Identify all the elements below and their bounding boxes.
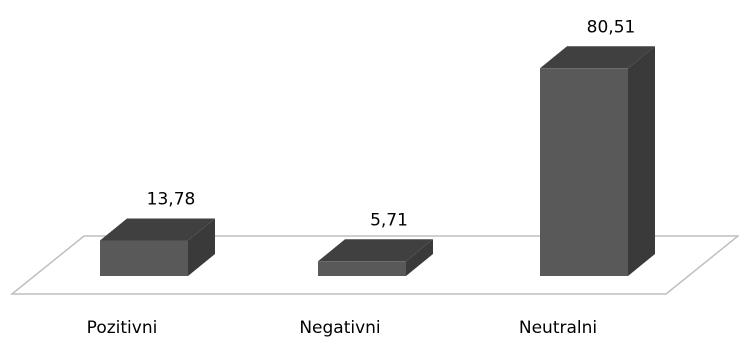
data-label-pozitivni: 13,78 <box>147 189 196 209</box>
bar-pozitivni <box>100 218 215 276</box>
bar-front-pozitivni <box>100 240 188 276</box>
bar-top-negativni <box>318 239 433 262</box>
bar-side-negativni <box>406 239 433 276</box>
category-label-neutralni: Neutralni <box>519 318 597 338</box>
category-label-pozitivni: Pozitivni <box>87 318 158 338</box>
bar-front-neutralni <box>540 68 628 276</box>
bar-top-pozitivni <box>100 218 215 241</box>
bar-side-neutralni <box>628 46 655 277</box>
category-label-negativni: Negativni <box>299 318 380 338</box>
bar-negativni <box>318 239 433 276</box>
bars-group <box>100 46 655 277</box>
data-label-negativni: 5,71 <box>370 210 408 230</box>
bar-front-negativni <box>318 261 406 276</box>
bar-top-neutralni <box>540 46 655 69</box>
bar-neutralni <box>540 46 655 277</box>
data-labels-group: 13,78 5,71 80,51 <box>147 17 636 230</box>
bar-side-pozitivni <box>188 218 215 276</box>
data-label-neutralni: 80,51 <box>587 17 636 37</box>
category-labels-group: Pozitivni Negativni Neutralni <box>87 318 597 338</box>
